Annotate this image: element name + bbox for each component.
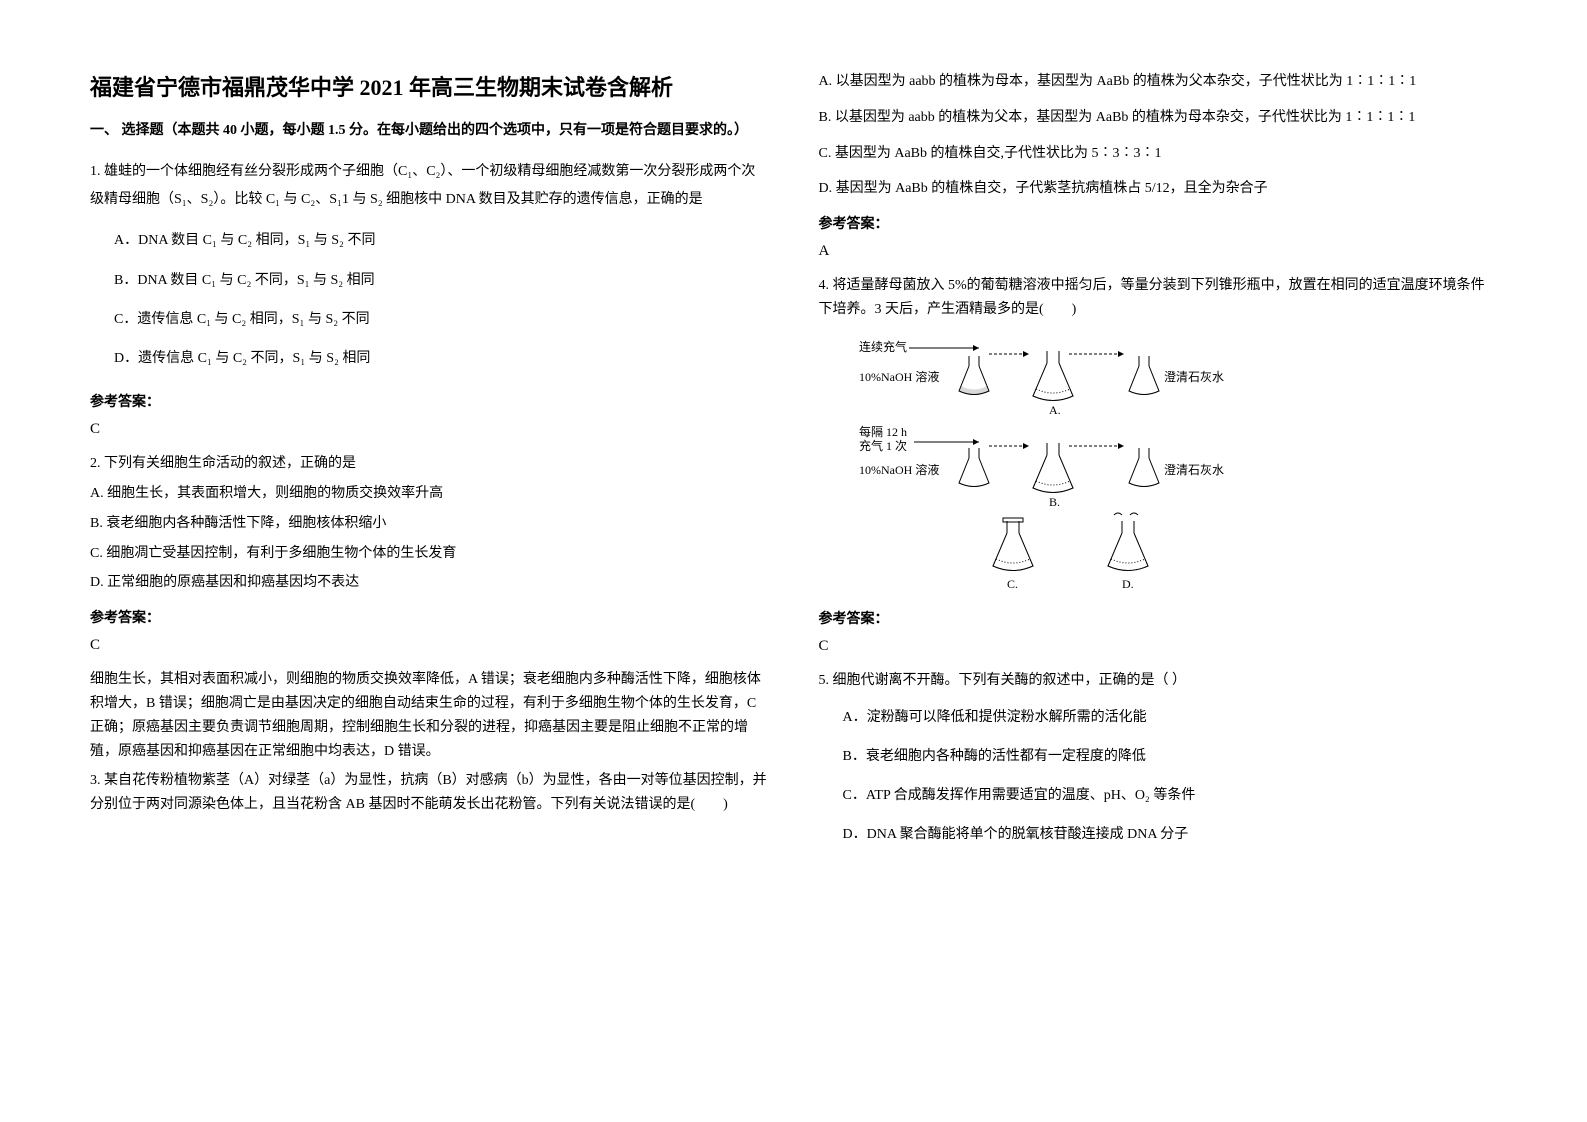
q1-answer: C [90, 421, 769, 438]
q2-explanation: 细胞生长，其相对表面积减小，则细胞的物质交换效率降低，A 错误；衰老细胞内多种酶… [90, 668, 769, 763]
q3-answer: A [819, 243, 1498, 260]
flask-c [993, 518, 1033, 571]
flask-b3 [1129, 448, 1159, 487]
q5-option-b: B．衰老细胞内各种酶的活性都有一定程度的降低 [819, 744, 1498, 769]
section-header: 一、 选择题（本题共 40 小题，每小题 1.5 分。在每小题给出的四个选项中，… [90, 120, 769, 142]
q1-option-b: B．DNA 数目 C₁ 与 C₂ 不同，S₁ 与 S₂ 相同 [90, 268, 769, 293]
q3-option-d: D. 基因型为 AaBb 的植株自交，子代紫茎抗病植株占 5/12，且全为杂合子 [819, 177, 1498, 201]
q1-option-d: D．遗传信息 C₁ 与 C₂ 不同，S₁ 与 S₂ 相同 [90, 346, 769, 371]
q1-stem: 1. 雄蛙的一个体细胞经有丝分裂形成两个子细胞（C₁、C₂）、一个初级精母细胞经… [90, 158, 769, 214]
q4-answer-label: 参考答案： [819, 608, 1498, 628]
label-periodic-air-2: 充气 1 次 [859, 438, 907, 453]
flask-a3 [1129, 356, 1159, 395]
q2-option-d: D. 正常细胞的原癌基因和抑癌基因均不表达 [90, 571, 769, 595]
q4-diagram: 连续充气 10%NaOH 溶液 [859, 336, 1498, 596]
q3-option-b: B. 以基因型为 aabb 的植株为父本，基因型为 AaBb 的植株为母本杂交，… [819, 106, 1498, 130]
exam-title: 福建省宁德市福鼎茂华中学 2021 年高三生物期末试卷含解析 [90, 70, 769, 102]
q2-option-a: A. 细胞生长，其表面积增大，则细胞的物质交换效率升高 [90, 482, 769, 506]
flask-b1 [959, 448, 989, 487]
q1-option-c: C．遗传信息 C₁ 与 C₂ 相同，S₁ 与 S₂ 不同 [90, 307, 769, 332]
right-column: A. 以基因型为 aabb 的植株为母本，基因型为 AaBb 的植株为父本杂交，… [819, 70, 1498, 1052]
q5-option-a: A．淀粉酶可以降低和提供淀粉水解所需的活化能 [819, 705, 1498, 730]
q3-option-a: A. 以基因型为 aabb 的植株为母本，基因型为 AaBb 的植株为父本杂交，… [819, 70, 1498, 94]
label-naoh-b: 10%NaOH 溶液 [859, 462, 939, 477]
label-naoh-a: 10%NaOH 溶液 [859, 369, 939, 384]
q4-stem: 4. 将适量酵母菌放入 5%的葡萄糖溶液中摇匀后，等量分装到下列锥形瓶中，放置在… [819, 274, 1498, 322]
q5-stem: 5. 细胞代谢离不开酶。下列有关酶的叙述中，正确的是（ ） [819, 669, 1498, 693]
q2-answer: C [90, 637, 769, 654]
q2-option-b: B. 衰老细胞内各种酶活性下降，细胞核体积缩小 [90, 512, 769, 536]
q3-answer-label: 参考答案： [819, 213, 1498, 233]
q1-option-a: A．DNA 数目 C₁ 与 C₂ 相同，S₁ 与 S₂ 不同 [90, 228, 769, 253]
label-a: A. [1049, 403, 1061, 417]
left-column: 福建省宁德市福鼎茂华中学 2021 年高三生物期末试卷含解析 一、 选择题（本题… [90, 70, 769, 1052]
q4-answer: C [819, 638, 1498, 655]
q3-stem: 3. 某自花传粉植物紫茎（A）对绿茎（a）为显性，抗病（B）对感病（b）为显性，… [90, 769, 769, 817]
q2-option-c: C. 细胞凋亡受基因控制，有利于多细胞生物个体的生长发育 [90, 542, 769, 566]
flask-b2 [1033, 443, 1073, 493]
label-periodic-air-1: 每隔 12 h [859, 424, 907, 439]
flask-a1 [959, 356, 989, 395]
label-limewater-a: 澄清石灰水 [1164, 369, 1224, 384]
label-d: D. [1122, 577, 1134, 591]
label-limewater-b: 澄清石灰水 [1164, 462, 1224, 477]
q2-answer-label: 参考答案： [90, 607, 769, 627]
label-continuous-air: 连续充气 [859, 339, 907, 354]
q1-answer-label: 参考答案： [90, 391, 769, 411]
flask-d [1108, 513, 1148, 571]
label-b: B. [1049, 495, 1060, 509]
flask-a2 [1033, 351, 1073, 401]
q5-option-c: C．ATP 合成酶发挥作用需要适宜的温度、pH、O₂ 等条件 [819, 783, 1498, 808]
q5-option-d: D．DNA 聚合酶能将单个的脱氧核苷酸连接成 DNA 分子 [819, 822, 1498, 847]
flask-diagram-svg: 连续充气 10%NaOH 溶液 [859, 336, 1239, 596]
label-c: C. [1007, 577, 1018, 591]
q3-option-c: C. 基因型为 AaBb 的植株自交,子代性状比为 5∶3∶3∶1 [819, 142, 1498, 166]
q2-stem: 2. 下列有关细胞生命活动的叙述，正确的是 [90, 452, 769, 476]
